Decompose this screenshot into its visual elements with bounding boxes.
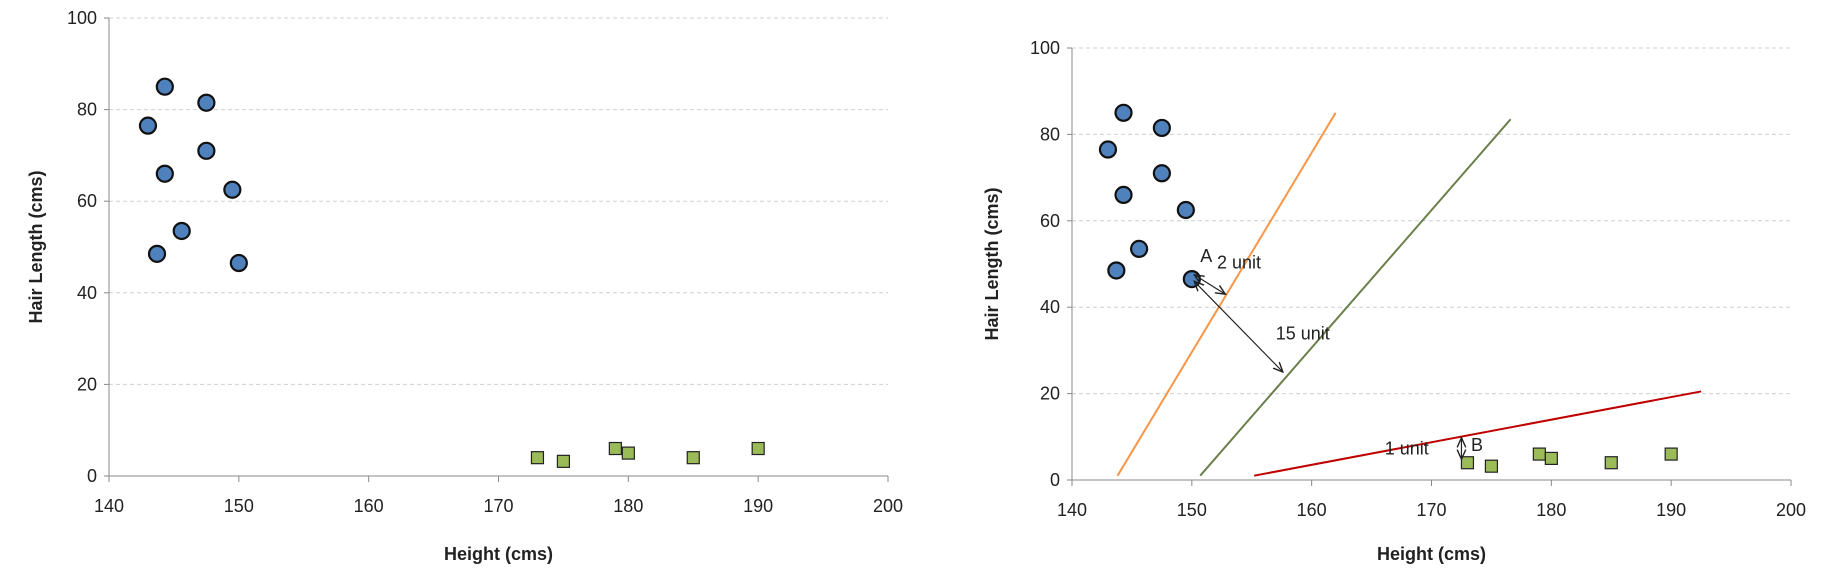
chart-1-x-tick-label: 170 xyxy=(1416,500,1446,520)
chart-0-point-circle xyxy=(172,221,191,241)
chart-1-point-circle xyxy=(1098,140,1118,159)
chart-1-point-square xyxy=(1664,447,1678,461)
chart-0-x-tick-label: 190 xyxy=(743,496,773,516)
chart-0-y-tick-label: 60 xyxy=(77,191,97,211)
chart-0-point-circle xyxy=(155,164,174,183)
chart-0-point-square xyxy=(686,451,700,465)
chart-0-x-tick-label: 180 xyxy=(613,496,643,516)
chart-0-x-tick-label: 150 xyxy=(224,496,254,516)
chart-0-y-tick-label: 40 xyxy=(77,283,97,303)
chart-1-separator-line-2 xyxy=(1253,390,1702,477)
chart-1-point-square xyxy=(1460,456,1475,470)
chart-1-y-tick-label: 100 xyxy=(1030,38,1060,58)
chart-0-x-axis-title: Height (cms) xyxy=(444,544,553,564)
chart-1-point-square xyxy=(1544,451,1558,465)
chart-1-y-tick-label: 60 xyxy=(1040,211,1060,231)
chart-0-point-square xyxy=(751,441,765,456)
chart-1-annotation: 1 unit xyxy=(1385,439,1429,459)
chart-0-point-circle xyxy=(197,141,216,160)
chart-0-point-circle xyxy=(197,93,216,112)
chart-1-annotation: B xyxy=(1471,435,1483,455)
chart-0-x-tick-label: 200 xyxy=(873,496,903,516)
chart-1-y-tick-label: 40 xyxy=(1040,297,1060,317)
chart-1-point-square xyxy=(1484,459,1499,473)
chart-1-point-circle xyxy=(1114,103,1133,122)
chart-0-point-circle xyxy=(229,253,248,273)
chart-0-y-tick-label: 0 xyxy=(87,466,97,486)
chart-1-y-tick-label: 80 xyxy=(1040,124,1060,144)
chart-1-annotation: 15 unit xyxy=(1276,324,1330,344)
chart-1-x-tick-label: 160 xyxy=(1297,500,1327,520)
chart-0-x-tick-label: 170 xyxy=(483,496,513,516)
chart-0-point-circle xyxy=(138,116,158,135)
chart-1-point-circle xyxy=(1152,118,1171,138)
chart-1-distance-arrow-1 xyxy=(1194,281,1283,372)
chart-0-x-tick-label: 140 xyxy=(94,496,124,516)
chart-0-y-tick-label: 20 xyxy=(77,374,97,394)
chart-1-x-axis-title: Height (cms) xyxy=(1377,544,1486,564)
chart-left: 0 20 40 60 80 100 140 150 160 170 180 190 200 Height … xyxy=(26,8,903,564)
chart-1-point-circle xyxy=(1152,164,1171,183)
chart-1-point-circle xyxy=(1107,261,1126,280)
chart-0-y-tick-label: 80 xyxy=(77,100,97,120)
chart-1-annotation: 2 unit xyxy=(1217,252,1261,272)
chart-0-point-square xyxy=(608,441,622,456)
chart-1-point-circle xyxy=(1114,185,1133,204)
chart-1-x-tick-label: 190 xyxy=(1656,500,1686,520)
chart-1-x-tick-label: 150 xyxy=(1177,500,1207,520)
chart-1-point-circle xyxy=(1130,239,1149,258)
chart-0-y-axis-title: Hair Length (cms) xyxy=(26,170,46,323)
chart-1-y-tick-label: 0 xyxy=(1050,470,1060,490)
chart-0-point-square xyxy=(621,446,635,460)
chart-1-point-circle xyxy=(1176,200,1195,220)
chart-1-x-tick-label: 180 xyxy=(1536,500,1566,520)
chart-1-y-tick-label: 20 xyxy=(1040,384,1060,404)
chart-right: 0 20 40 60 80 100 140 150 160 170 180 190 200 Height … xyxy=(982,38,1806,564)
chart-0-point-circle xyxy=(147,244,167,263)
chart-0-x-tick-label: 160 xyxy=(354,496,384,516)
chart-1-point-square xyxy=(1604,456,1618,470)
chart-1-point-square xyxy=(1532,447,1546,461)
chart-0-point-square xyxy=(556,454,571,468)
chart-0-point-circle xyxy=(223,180,242,199)
chart-1-x-tick-label: 200 xyxy=(1776,500,1806,520)
chart-0-y-tick-label: 100 xyxy=(67,8,97,28)
chart-1-separator-line-1 xyxy=(1199,118,1512,477)
chart-1-y-axis-title: Hair Length (cms) xyxy=(982,187,1002,340)
chart-0-point-circle xyxy=(155,77,174,96)
chart-1-annotation: A xyxy=(1200,246,1212,266)
chart-1-x-tick-label: 140 xyxy=(1057,500,1087,520)
chart-0-point-square xyxy=(530,451,545,465)
chart-1-separator-line-0 xyxy=(1116,112,1337,477)
